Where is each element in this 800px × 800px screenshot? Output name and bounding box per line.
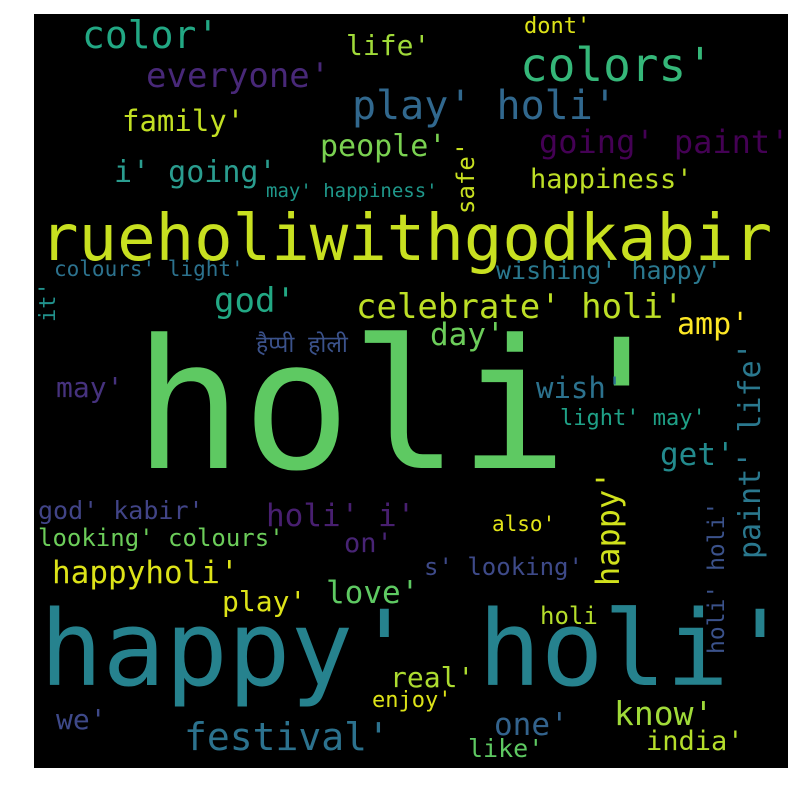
word-happy-vertical: happy' — [589, 470, 627, 586]
word-celebrate-holi: celebrate' holi' — [356, 287, 684, 327]
word-it: it' — [36, 282, 61, 322]
word-get: get' — [660, 437, 735, 473]
word-everyone: everyone' — [146, 56, 331, 96]
word-happyholi: happyholi' — [52, 555, 239, 591]
word-going-paint: going' paint' — [539, 123, 788, 161]
word-holi-i: holi' i' — [266, 498, 416, 534]
word-happy-holi: happy' holi' — [40, 588, 788, 710]
word-cloud: holi' happy' holi' rueholiwithgodkabir' … — [34, 14, 788, 768]
word-god-kabir: god' kabir' — [38, 496, 204, 525]
word-paint-life: paint' life' — [733, 342, 768, 559]
word-happiness: happiness' — [530, 164, 693, 195]
word-light-may: light' may' — [560, 406, 706, 431]
word-happy-holi-hindi: हैप्पी होली — [256, 332, 348, 358]
word-love: love' — [326, 575, 420, 611]
word-one: one' — [494, 707, 569, 743]
word-also: also' — [492, 512, 556, 536]
word-holi-large: holi' — [134, 302, 676, 511]
word-real: real' — [390, 661, 475, 694]
word-safe: safe' — [452, 141, 480, 214]
word-family: family' — [122, 104, 245, 138]
word-day: day' — [430, 317, 505, 353]
word-i-going: i' going' — [114, 155, 277, 190]
word-enjoy: enjoy' — [372, 688, 452, 713]
word-may: may' — [56, 371, 124, 404]
word-people: people' — [320, 129, 447, 164]
word-life: life' — [346, 29, 431, 62]
word-wish: wish' — [536, 371, 624, 405]
word-holi-small: holi — [540, 602, 598, 630]
word-festival: festival' — [184, 715, 390, 759]
word-looking-colours: looking' colours' — [38, 524, 284, 552]
word-color: color' — [82, 14, 220, 57]
word-amp: amp' — [677, 307, 750, 342]
word-wishing-happy: wishing' happy' — [496, 256, 722, 285]
word-rueholiwithgodkabir: rueholiwithgodkabir' — [40, 202, 788, 276]
word-play-holi: play' holi' — [352, 83, 617, 129]
word-play: play' — [222, 585, 307, 618]
word-holi-holi: holi' holi' — [704, 501, 730, 654]
word-india: india' — [646, 726, 744, 757]
word-know: know' — [614, 694, 714, 733]
word-on: on' — [344, 528, 393, 559]
word-god: god' — [214, 281, 296, 321]
word-colors: colors' — [520, 38, 714, 92]
word-may-happiness: may' happiness' — [266, 180, 438, 202]
word-like: like' — [468, 734, 544, 763]
word-s-looking: s' looking' — [424, 553, 583, 581]
word-colours-light: colours' light' — [54, 257, 244, 281]
word-we: we' — [56, 703, 107, 736]
word-dont: dont' — [524, 14, 591, 39]
